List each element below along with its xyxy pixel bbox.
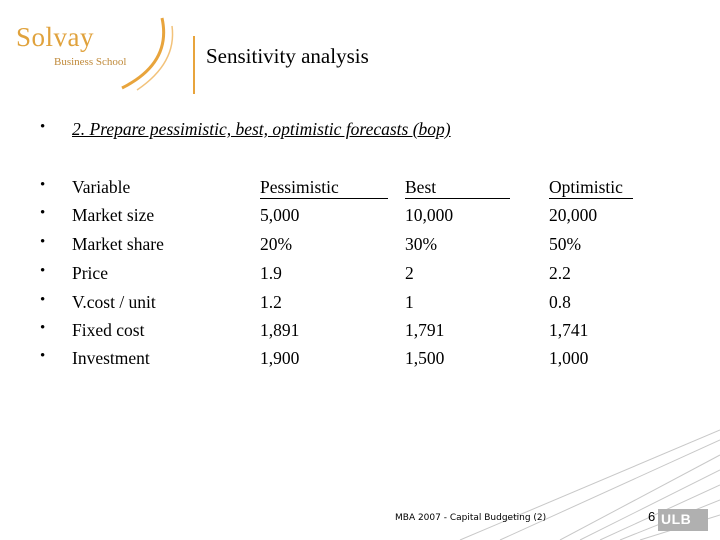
header-pessimistic: Pessimistic [260,177,388,199]
step-row: • 2. Prepare pessimistic, best, optimist… [40,119,680,145]
bullet: • [40,292,46,308]
cell-variable: Price [72,263,108,283]
cell-best: 1,791 [405,320,445,340]
title-divider [193,36,195,94]
cell-pessimistic: 5,000 [260,205,300,225]
slide-title: Sensitivity analysis [206,44,369,68]
cell-optimistic: 1,000 [549,348,589,368]
bullet: • [40,205,46,221]
cell-best: 10,000 [405,205,454,225]
table-row: • Fixed cost 1,891 1,791 1,741 [40,320,680,346]
cell-pessimistic: 1.2 [260,292,282,312]
header-optimistic: Optimistic [549,177,633,199]
cell-best: 1,500 [405,348,445,368]
cell-best: 1 [405,292,414,312]
cell-optimistic: 0.8 [549,292,571,312]
bullet: • [40,348,46,364]
bullet: • [40,177,46,193]
cell-pessimistic: 1.9 [260,263,282,283]
table-row: • Investment 1,900 1,500 1,000 [40,348,680,374]
footer-caption: MBA 2007 - Capital Budgeting (2) [395,513,547,523]
table-row: • V.cost / unit 1.2 1 0.8 [40,292,680,318]
cell-pessimistic: 1,891 [260,320,300,340]
cell-variable: Investment [72,348,150,368]
logo-wordmark: Solvay [16,22,95,52]
ulb-logo: ULB [661,511,692,527]
cell-optimistic: 50% [549,234,582,254]
cell-variable: V.cost / unit [72,292,156,312]
cell-optimistic: 1,741 [549,320,589,340]
table-row: • Market size 5,000 10,000 20,000 [40,205,680,231]
bullet: • [40,119,46,135]
logo-subtitle: Business School [54,56,127,68]
header-variable: Variable [72,177,131,197]
cell-best: 2 [405,263,414,283]
header-best: Best [405,177,510,199]
cell-optimistic: 2.2 [549,263,571,283]
cell-pessimistic: 1,900 [260,348,300,368]
cell-best: 30% [405,234,438,254]
bullet: • [40,263,46,279]
solvay-logo: Solvay Business School [12,8,182,98]
page-number: 6 [648,509,656,524]
cell-variable: Fixed cost [72,320,145,340]
logo-swoosh-icon [121,17,174,91]
table-row: • Market share 20% 30% 50% [40,234,680,260]
bullet: • [40,320,46,336]
cell-optimistic: 20,000 [549,205,598,225]
cell-pessimistic: 20% [260,234,293,254]
cell-variable: Market share [72,234,164,254]
bullet: • [40,234,46,250]
table-header-row: • Variable Pessimistic Best Optimistic [40,177,680,203]
step-heading: 2. Prepare pessimistic, best, optimistic… [72,119,451,139]
cell-variable: Market size [72,205,155,225]
table-row: • Price 1.9 2 2.2 [40,263,680,289]
